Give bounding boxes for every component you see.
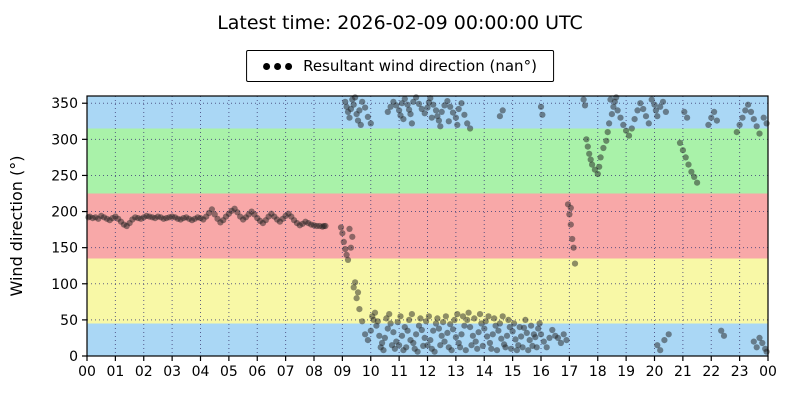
svg-text:09: 09 bbox=[333, 364, 351, 380]
svg-text:50: 50 bbox=[60, 313, 78, 329]
svg-text:Wind direction (°): Wind direction (°) bbox=[7, 156, 26, 297]
chart-title: Latest time: 2026-02-09 00:00:00 UTC bbox=[217, 12, 583, 34]
svg-text:01: 01 bbox=[106, 364, 124, 380]
svg-text:200: 200 bbox=[51, 205, 78, 221]
svg-text:00: 00 bbox=[78, 364, 96, 380]
svg-text:20: 20 bbox=[646, 364, 664, 380]
svg-text:13: 13 bbox=[447, 364, 465, 380]
legend: Resultant wind direction (nan°) bbox=[246, 50, 554, 82]
svg-text:19: 19 bbox=[617, 364, 635, 380]
svg-text:16: 16 bbox=[532, 364, 550, 380]
y-axis-label: Wind direction (°) bbox=[7, 156, 26, 297]
svg-text:11: 11 bbox=[390, 364, 408, 380]
svg-text:08: 08 bbox=[305, 364, 323, 380]
scatter-marker-icon bbox=[263, 62, 293, 70]
svg-text:02: 02 bbox=[135, 364, 153, 380]
svg-text:04: 04 bbox=[192, 364, 210, 380]
svg-text:23: 23 bbox=[731, 364, 749, 380]
svg-text:15: 15 bbox=[504, 364, 522, 380]
svg-text:18: 18 bbox=[589, 364, 607, 380]
svg-text:03: 03 bbox=[163, 364, 181, 380]
svg-text:12: 12 bbox=[419, 364, 437, 380]
svg-text:05: 05 bbox=[220, 364, 238, 380]
svg-text:14: 14 bbox=[475, 364, 493, 380]
svg-text:06: 06 bbox=[248, 364, 266, 380]
x-axis: 00 01 02 03 04 05 06 07 08 09 10 11 12 13 14 15 16 17 18 19… bbox=[78, 356, 777, 380]
svg-text:350: 350 bbox=[51, 96, 78, 112]
svg-text:17: 17 bbox=[560, 364, 578, 380]
svg-text:0: 0 bbox=[69, 349, 78, 365]
svg-text:22: 22 bbox=[702, 364, 720, 380]
svg-text:300: 300 bbox=[51, 132, 78, 148]
svg-text:10: 10 bbox=[362, 364, 380, 380]
svg-text:250: 250 bbox=[51, 168, 78, 184]
scatter-points bbox=[85, 94, 770, 355]
svg-text:00: 00 bbox=[759, 364, 777, 380]
svg-text:100: 100 bbox=[51, 277, 78, 293]
svg-text:21: 21 bbox=[674, 364, 692, 380]
svg-text:150: 150 bbox=[51, 241, 78, 257]
legend-label: Resultant wind direction (nan°) bbox=[303, 57, 537, 75]
y-axis: 0 50 100 150 200 250 300 350 bbox=[51, 96, 87, 365]
svg-text:07: 07 bbox=[277, 364, 295, 380]
